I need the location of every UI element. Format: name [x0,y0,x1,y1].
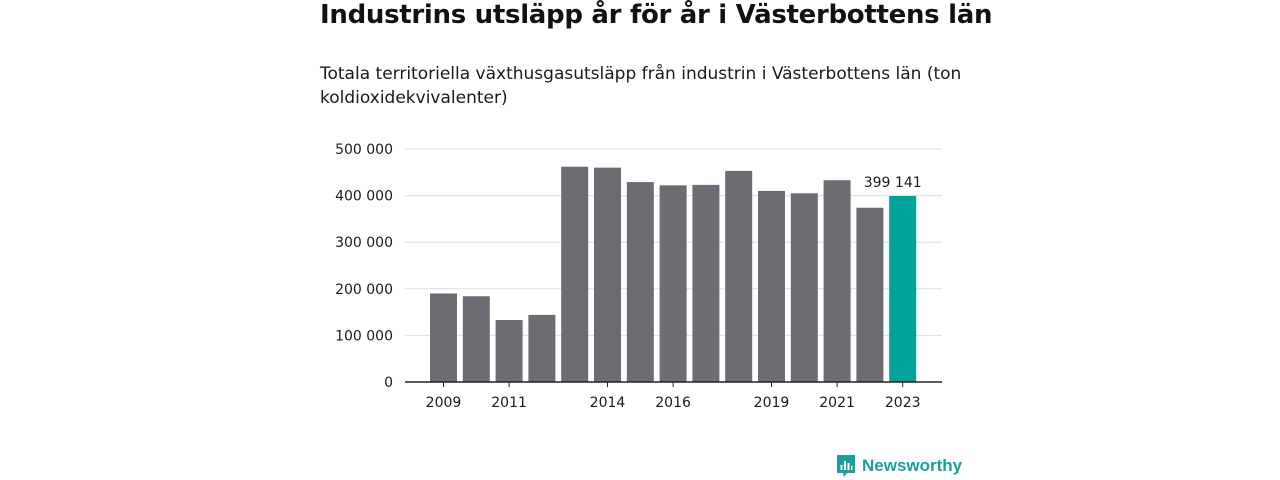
chart-subtitle: Totala territoriella växthusgasutsläpp f… [320,64,962,108]
y-tick-label: 500 000 [335,142,393,158]
chart-title: Industrins utsläpp år för år i Västerbot… [320,0,993,30]
bar [725,170,753,382]
bar [561,166,589,382]
bar [659,185,687,382]
brand-name: Newsworthy [862,456,963,475]
x-tick-label: 2019 [754,395,790,411]
bar [692,184,720,382]
data-label: 399 141 [864,175,922,191]
bar [430,293,457,382]
bar [528,314,556,382]
x-tick-label: 2014 [590,395,626,411]
brand-logo: Newsworthy [836,454,962,478]
bar [594,167,621,382]
bar [626,182,654,382]
bar [758,190,785,382]
x-tick-label: 2011 [491,395,527,411]
x-tick-label: 2016 [655,395,691,411]
newsworthy-logo-icon [837,455,855,477]
bar [823,180,851,382]
bar [495,320,523,382]
bar [462,296,490,382]
y-tick-label: 100 000 [335,328,393,344]
x-tick-label: 2021 [819,395,855,411]
bar [856,207,884,382]
y-tick-label: 200 000 [335,282,393,298]
bar [889,196,917,382]
x-tick-label: 2023 [885,395,921,411]
x-tick-label: 2009 [426,395,462,411]
bar [790,193,818,382]
y-tick-label: 300 000 [335,235,393,251]
y-tick-label: 400 000 [335,189,393,205]
y-tick-label: 0 [384,375,393,391]
